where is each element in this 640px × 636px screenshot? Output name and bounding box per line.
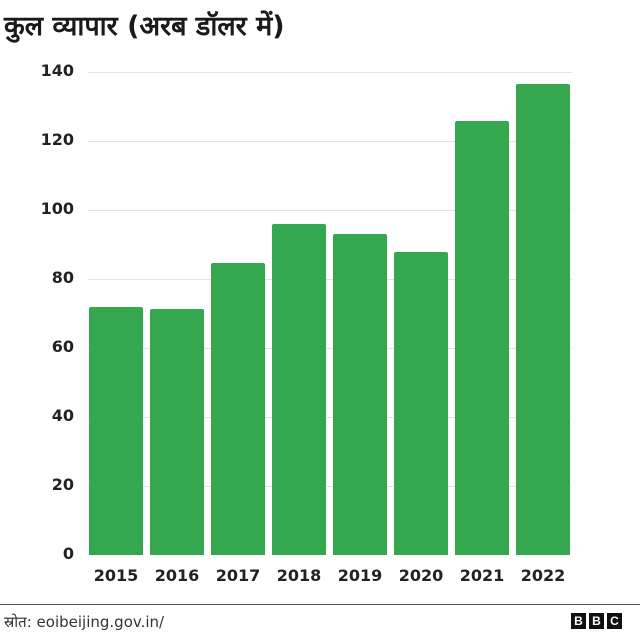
- gridline: [88, 210, 572, 211]
- source-text: स्रोत: eoibeijing.gov.in/: [4, 613, 165, 631]
- x-axis-tick-label: 2017: [215, 566, 261, 585]
- bbc-logo-letter: B: [589, 613, 604, 629]
- bar-2017: [211, 263, 265, 555]
- y-axis-tick-label: 80: [51, 268, 74, 287]
- gridline: [88, 141, 572, 142]
- bbc-logo-letter: B: [571, 613, 586, 629]
- gridline: [88, 417, 572, 418]
- bar-2022: [516, 84, 570, 555]
- gridline: [88, 72, 572, 73]
- x-axis-tick-label: 2016: [154, 566, 200, 585]
- gridline: [88, 348, 572, 349]
- y-axis-tick-label: 40: [51, 406, 74, 425]
- y-axis-tick-label: 20: [51, 475, 74, 494]
- bar-chart: 0 20 40 60 80 100 120 140 2015 2016 2017 2018 2019 20…: [40, 61, 572, 585]
- x-axis-tick-label: 2018: [276, 566, 322, 585]
- footer-divider: [0, 604, 640, 605]
- bar-2021: [455, 121, 509, 555]
- bar-2016: [150, 309, 204, 555]
- y-axis-tick-label: 0: [62, 544, 74, 563]
- bar-2015: [89, 307, 143, 555]
- gridline: [88, 486, 572, 487]
- x-axis-tick-label: 2019: [337, 566, 383, 585]
- bbc-logo-letter: C: [607, 613, 622, 629]
- y-axis-tick-label: 120: [40, 130, 74, 149]
- bar-2018: [272, 224, 326, 555]
- y-axis-tick-label: 140: [40, 61, 74, 80]
- x-axis-tick-label: 2021: [459, 566, 505, 585]
- gridline: [88, 279, 572, 280]
- bbc-logo: B B C: [571, 613, 622, 629]
- chart-title: कुल व्यापार (अरब डॉलर में): [4, 11, 285, 42]
- y-axis-tick-label: 100: [40, 199, 74, 218]
- y-axis-tick-label: 60: [51, 337, 74, 356]
- bar-2020: [394, 252, 448, 555]
- x-axis-tick-label: 2015: [93, 566, 139, 585]
- bar-2019: [333, 234, 387, 555]
- x-axis-tick-label: 2022: [520, 566, 566, 585]
- x-axis-tick-label: 2020: [398, 566, 444, 585]
